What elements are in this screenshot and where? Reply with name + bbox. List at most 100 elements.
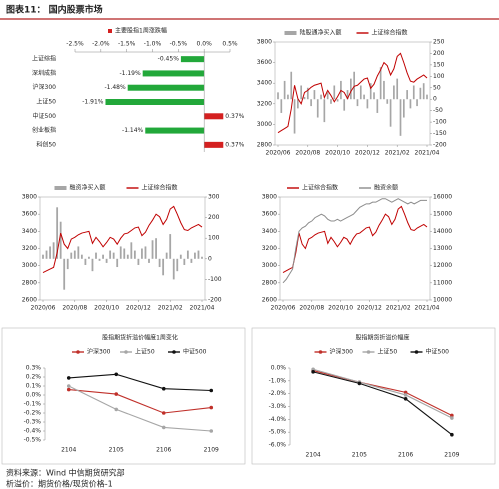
bar xyxy=(95,252,97,259)
y2-tick-label: 0 xyxy=(208,255,212,262)
category-label: 沪深300 xyxy=(33,83,57,91)
x-tick-label: 0.0% xyxy=(197,41,213,48)
y2-tick-label: 100 xyxy=(208,235,220,242)
y-tick-label: -1.0% xyxy=(269,377,287,384)
y2-tick-label: -200 xyxy=(433,142,447,149)
y-tick-label: 0.3% xyxy=(26,365,42,372)
y-tick-label: -0.3% xyxy=(24,419,42,426)
value-label: 0.37% xyxy=(225,141,244,148)
y-tick-label: 3800 xyxy=(262,194,277,201)
y-tick-label: 3400 xyxy=(262,228,277,235)
y-tick-label: 3200 xyxy=(262,245,277,252)
y-tick-label: 3600 xyxy=(262,211,277,218)
bar xyxy=(300,85,303,100)
x-tick-label: 2104 xyxy=(305,452,320,459)
y2-tick-label: 10000 xyxy=(433,297,452,304)
line-series xyxy=(277,52,428,134)
bar xyxy=(356,99,359,107)
y-tick-label: -0.2% xyxy=(24,410,42,417)
y-tick-label: 3600 xyxy=(22,211,37,218)
bar xyxy=(176,258,179,272)
bar xyxy=(63,258,66,290)
legend-label: 沪深300 xyxy=(330,348,354,356)
legend-marker xyxy=(414,350,419,354)
point xyxy=(114,407,119,412)
x-tick-label: -1.5% xyxy=(118,41,136,48)
y-tick-label: -0.5% xyxy=(24,437,42,444)
bar xyxy=(172,258,175,280)
point xyxy=(357,381,362,386)
bar xyxy=(389,99,392,127)
line-series xyxy=(312,368,453,419)
y-tick-label: -2.0% xyxy=(269,390,287,397)
y2-tick-label: 250 xyxy=(433,39,445,46)
bar xyxy=(77,246,80,259)
y-tick-label: 3400 xyxy=(257,80,272,87)
panel-border xyxy=(251,327,496,465)
chart-title: 股指期货折溢价幅度 xyxy=(355,334,409,342)
y-tick-label: 2600 xyxy=(22,297,37,304)
bar xyxy=(330,99,332,104)
y-tick-label: 3200 xyxy=(257,100,272,107)
bar xyxy=(105,99,205,105)
point xyxy=(311,367,315,372)
line-series xyxy=(68,389,212,414)
x-tick-label: 2021/04 xyxy=(190,305,215,312)
bar xyxy=(409,99,412,109)
x-tick-label: 0.5% xyxy=(222,41,238,48)
legend-label: 融资净买入额 xyxy=(70,184,106,192)
bar xyxy=(416,99,418,107)
bar xyxy=(155,238,157,259)
category-label: 创业板指 xyxy=(32,126,56,134)
bar xyxy=(144,246,147,259)
bar xyxy=(406,90,408,100)
bar xyxy=(316,99,319,118)
bar xyxy=(422,83,425,100)
source-note: 资料来源：Wind 中信期货研究部 xyxy=(6,468,125,478)
y-tick-label: 3000 xyxy=(22,262,37,269)
footnote: 析溢价：期货价格/现货价格-1 xyxy=(6,479,113,489)
x-tick-label: 2021/02 xyxy=(386,305,411,312)
y2-tick-label: 0 xyxy=(433,96,437,103)
bar xyxy=(56,207,59,259)
y2-tick-label: -50 xyxy=(433,107,443,114)
legend-label: 上证50 xyxy=(378,348,398,356)
bar xyxy=(45,250,48,259)
point xyxy=(403,390,408,395)
bar xyxy=(158,258,161,268)
y-tick-label: -4.0% xyxy=(269,416,287,423)
legend-marker xyxy=(366,350,371,354)
line-series xyxy=(42,205,203,273)
x-tick-label: 2020/10 xyxy=(325,150,350,157)
bar xyxy=(204,113,224,120)
bar xyxy=(70,252,73,259)
bar xyxy=(127,84,205,91)
bar xyxy=(350,78,352,100)
line-series xyxy=(68,385,212,432)
y-tick-label: 2800 xyxy=(257,142,272,149)
point xyxy=(161,425,166,430)
x-tick-label: -0.5% xyxy=(170,41,188,48)
point xyxy=(209,405,214,410)
value-label: -1.48% xyxy=(104,84,126,91)
y-tick-label: 3200 xyxy=(22,245,37,252)
legend-label: 上证综合指数 xyxy=(372,29,408,37)
bar xyxy=(399,99,402,136)
x-tick-label: 2020/06 xyxy=(31,305,56,312)
y-tick-label: 2800 xyxy=(22,279,37,286)
bar xyxy=(194,252,196,259)
value-label: -1.91% xyxy=(82,99,104,106)
bar xyxy=(201,256,203,259)
category-label: 中证500 xyxy=(33,112,57,120)
x-tick-label: -2.0% xyxy=(92,41,110,48)
x-tick-label: 2020/06 xyxy=(271,305,296,312)
legend-marker xyxy=(318,350,323,354)
y2-tick-label: 50 xyxy=(433,84,441,91)
bar xyxy=(119,246,122,259)
bar xyxy=(379,67,382,100)
bar xyxy=(112,252,115,259)
bar xyxy=(109,250,112,259)
bar xyxy=(333,85,336,100)
x-tick-label: 2020/08 xyxy=(62,305,87,312)
bar xyxy=(402,99,405,118)
